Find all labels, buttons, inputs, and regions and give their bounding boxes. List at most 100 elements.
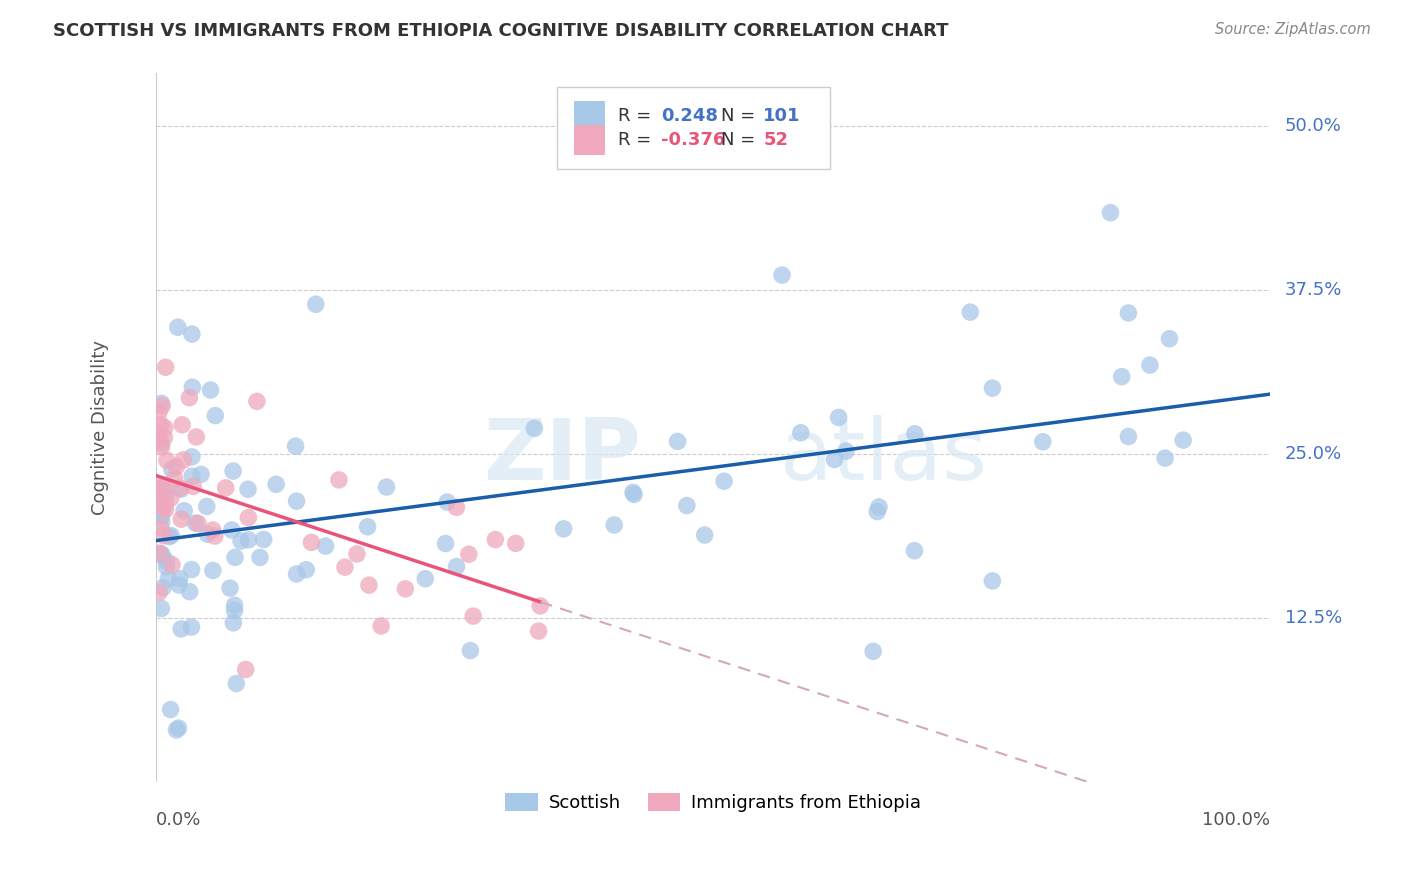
Point [165,723,187,737]
Point [1159,332,1181,346]
Point [215,481,238,495]
Point [148,426,170,441]
Point [1118,429,1140,443]
Point [315,539,337,553]
Point [959,305,981,319]
Point [157,572,180,586]
Point [197,527,219,541]
Point [180,563,202,577]
Point [156,453,179,467]
Point [666,434,689,449]
Point [163,472,186,486]
Point [201,564,224,578]
Point [222,464,245,478]
Text: 100.0%: 100.0% [1202,811,1270,829]
Point [169,481,191,495]
Point [150,399,173,413]
Point [356,520,378,534]
Point [149,520,172,534]
Point [224,599,246,613]
Point [1032,434,1054,449]
Point [160,462,183,476]
Point [187,516,209,531]
Point [238,510,260,524]
Point [150,440,173,454]
Point [370,619,392,633]
Point [285,494,308,508]
Point [484,533,506,547]
Point [165,459,187,474]
Point [527,624,550,638]
Point [249,550,271,565]
Point [553,522,575,536]
Point [460,643,482,657]
FancyBboxPatch shape [557,87,830,169]
Point [150,494,173,508]
Point [1099,205,1122,219]
Point [827,410,849,425]
Point [181,327,204,342]
Text: 25.0%: 25.0% [1285,445,1341,463]
Point [434,536,457,550]
Point [200,383,222,397]
Text: Source: ZipAtlas.com: Source: ZipAtlas.com [1215,22,1371,37]
Point [179,391,201,405]
Point [221,523,243,537]
Point [150,436,173,450]
Point [295,563,318,577]
Point [981,574,1004,588]
Point [179,584,201,599]
Text: N =: N = [721,107,761,125]
Text: Cognitive Disability: Cognitive Disability [91,340,110,516]
Point [693,528,716,542]
Text: 0.0%: 0.0% [156,811,201,829]
Point [305,297,328,311]
Point [155,502,177,516]
FancyBboxPatch shape [574,102,605,131]
Point [172,417,194,432]
Point [603,518,626,533]
Point [152,503,174,517]
Point [823,452,845,467]
Point [238,533,260,547]
Legend: Scottish, Immigrants from Ethiopia: Scottish, Immigrants from Ethiopia [498,786,928,820]
Point [446,500,468,515]
Text: atlas: atlas [780,415,988,498]
Point [333,560,356,574]
Point [160,558,183,572]
Point [224,550,246,565]
Point [866,505,889,519]
Point [529,599,551,613]
Point [148,585,170,599]
Text: -0.376: -0.376 [661,130,725,149]
Point [180,450,202,464]
Point [181,380,204,394]
Point [463,609,485,624]
Point [153,430,176,444]
Point [770,268,793,282]
Point [523,421,546,435]
Point [190,467,212,482]
Point [219,581,242,595]
Point [1111,369,1133,384]
Point [148,546,170,560]
Point [1173,433,1195,447]
Point [676,499,699,513]
Point [222,615,245,630]
Point [150,508,173,523]
Point [904,426,927,441]
Text: 101: 101 [763,107,800,125]
Point [457,547,479,561]
Point [150,547,173,561]
Point [153,497,176,511]
Point [204,529,226,543]
Point [181,479,204,493]
Point [225,676,247,690]
Point [236,483,259,497]
Point [413,572,436,586]
Point [981,381,1004,395]
Point [148,405,170,419]
Point [195,500,218,514]
Point [167,578,190,592]
Point [149,482,172,496]
